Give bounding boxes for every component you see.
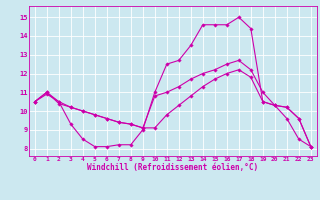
X-axis label: Windchill (Refroidissement éolien,°C): Windchill (Refroidissement éolien,°C)	[87, 163, 258, 172]
